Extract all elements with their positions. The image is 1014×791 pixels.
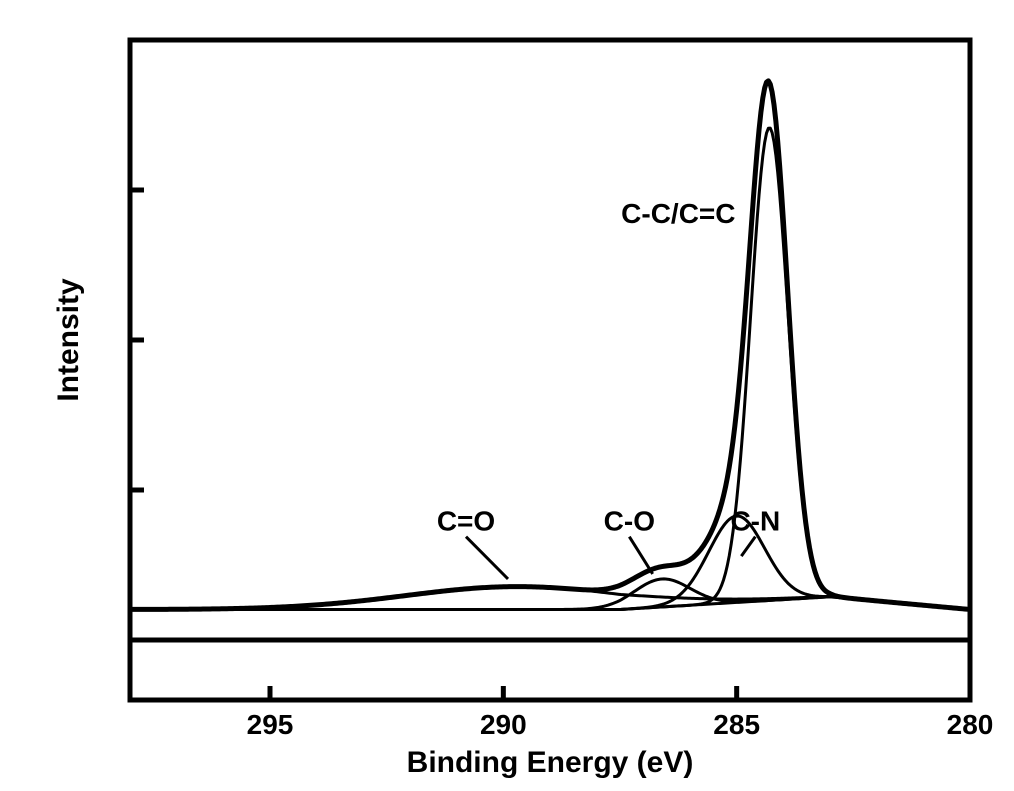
x-tick-label: 285: [713, 709, 760, 740]
xps-c1s-chart: 280 285 290 295 Binding Energy (eV) Intensity…: [0, 0, 1014, 791]
x-tick-label: 280: [947, 709, 994, 740]
peak-label-c-o: C-O: [604, 506, 655, 537]
component-c-c-c-c: [130, 128, 970, 609]
x-tick-label: 290: [480, 709, 527, 740]
peak-label-c-c-c-c: C-C/C=C: [621, 198, 735, 229]
component-c-o: [130, 579, 970, 610]
x-tick-label: 295: [247, 709, 294, 740]
y-axis-label: Intensity: [52, 278, 85, 402]
peak-leader: [741, 537, 755, 556]
peak-label-c-n: C-N: [730, 506, 780, 537]
envelope-curve: [130, 81, 970, 610]
peak-leader: [466, 537, 508, 579]
x-axis-label: Binding Energy (eV): [407, 746, 694, 779]
chart-svg: 280 285 290 295 Binding Energy (eV) Intensity…: [0, 0, 1014, 791]
plot-outer-frame: [130, 40, 970, 700]
peak-label-c-o: C=O: [437, 506, 495, 537]
peak-leader: [629, 537, 652, 574]
